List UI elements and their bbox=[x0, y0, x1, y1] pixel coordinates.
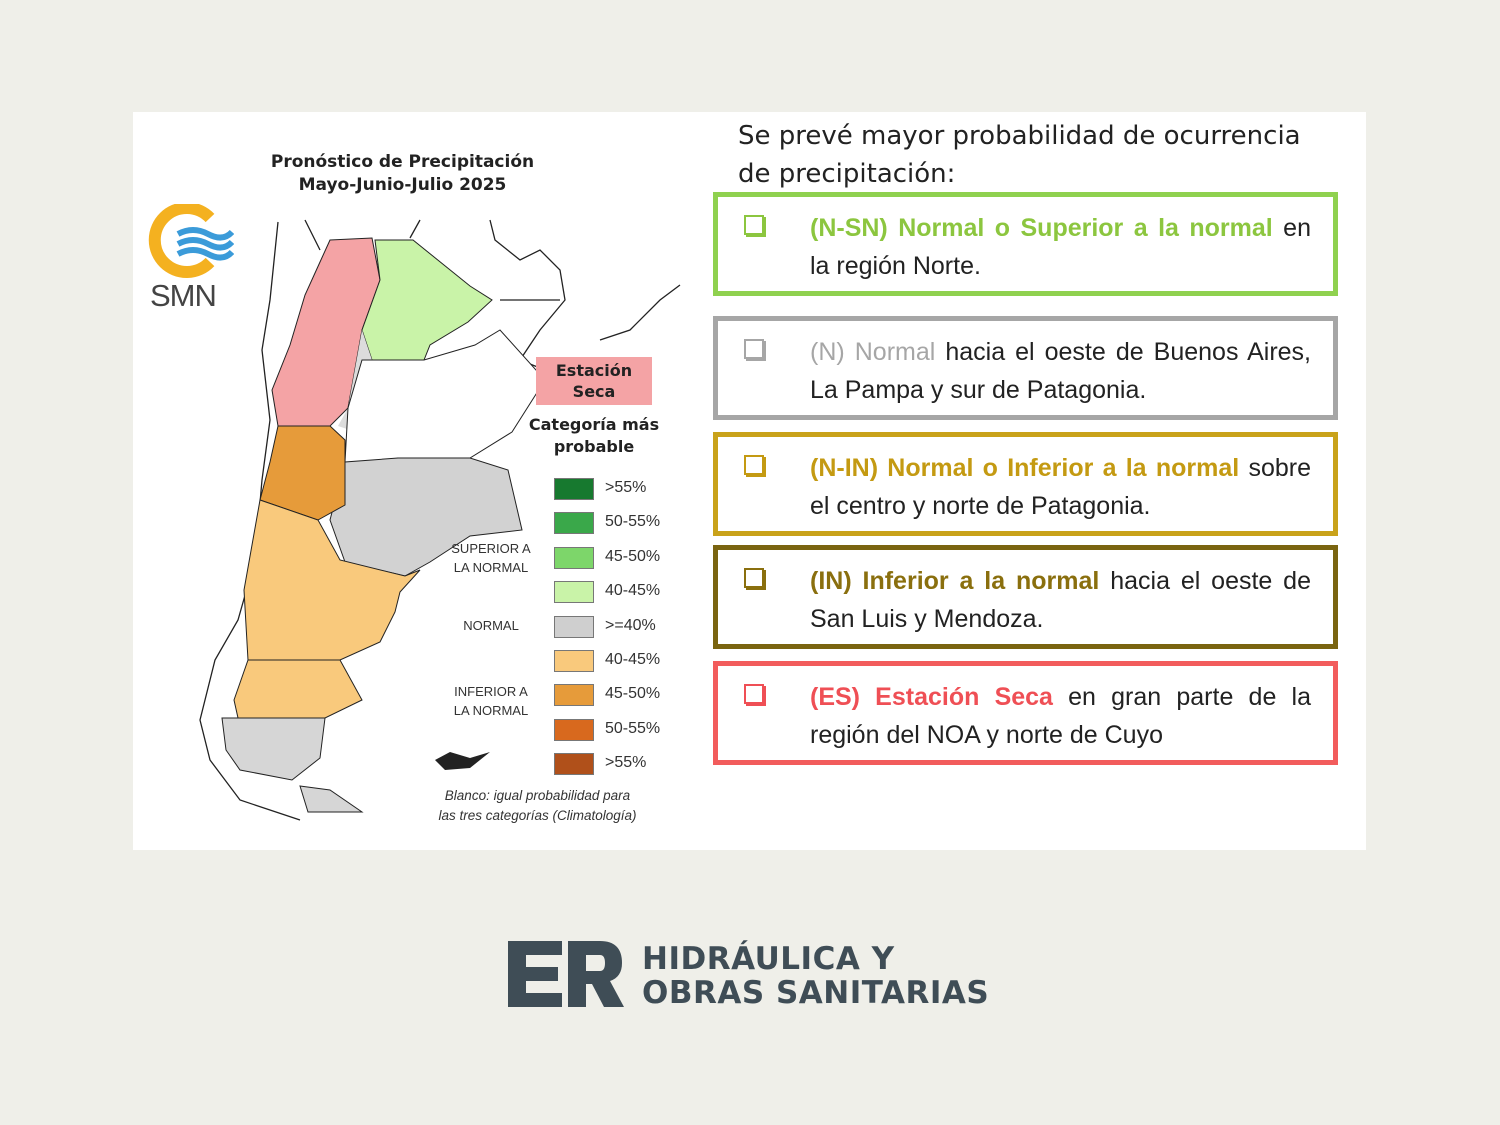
map-note: Blanco: igual probabilidad para las tres … bbox=[438, 788, 637, 823]
forecast-item: (ES) Estación Seca en gran parte de la r… bbox=[713, 661, 1338, 765]
forecast-item-detail: en la región Norte. bbox=[810, 214, 1311, 280]
legend-label: 50-55% bbox=[605, 719, 661, 737]
checkbox-icon bbox=[744, 215, 764, 235]
forecast-item-text: (N) Normal hacia el oeste de Buenos Aire… bbox=[810, 333, 1311, 409]
legend-title: Categoría más probable bbox=[520, 414, 668, 458]
legend-label: >=40% bbox=[605, 616, 656, 634]
forecast-item: (N) Normal hacia el oeste de Buenos Aire… bbox=[713, 316, 1338, 420]
forecast-item-text: (ES) Estación Seca en gran parte de la r… bbox=[810, 678, 1311, 754]
legend-label: 40-45% bbox=[605, 582, 661, 600]
legend-swatch bbox=[554, 650, 594, 672]
forecast-item: (IN) Inferior a la normal hacia el oeste… bbox=[713, 545, 1338, 649]
forecast-item-detail: sobre el centro y norte de Patagonia. bbox=[810, 454, 1311, 520]
category-inferior: INFERIOR A LA NORMAL bbox=[453, 684, 529, 718]
legend-title-line2: probable bbox=[553, 437, 635, 456]
dry-season-label: Estación Seca bbox=[536, 357, 652, 405]
forecast-item: (N-IN) Normal o Inferior a la normal sob… bbox=[713, 432, 1338, 536]
legend-label: 45-50% bbox=[605, 547, 661, 565]
forecast-item-highlight: (N) Normal bbox=[810, 338, 936, 366]
map-title-line2: Mayo-Junio-Julio 2025 bbox=[298, 175, 507, 195]
forecast-item-text: (N-SN) Normal o Superior a la normal en … bbox=[810, 209, 1311, 285]
category-normal: NORMAL bbox=[463, 618, 519, 633]
map-title: Pronóstico de Precipitación Mayo-Junio-J… bbox=[230, 151, 575, 197]
forecast-item-highlight: (IN) Inferior a la normal bbox=[810, 567, 1100, 595]
legend-swatch bbox=[554, 684, 594, 707]
region-patagonia-center bbox=[233, 659, 363, 719]
region-patagonia-south-normal bbox=[221, 717, 326, 781]
category-superior: SUPERIOR A LA NORMAL bbox=[451, 541, 531, 575]
legend-swatch bbox=[554, 478, 594, 500]
forecast-item: (N-SN) Normal o Superior a la normal en … bbox=[713, 192, 1338, 296]
legend-swatch bbox=[554, 512, 594, 535]
forecast-item-detail: hacia el oeste de San Luis y Mendoza. bbox=[810, 567, 1311, 633]
region-cuyo-inferior bbox=[259, 425, 346, 521]
forecast-item-detail: en gran parte de la región del NOA y nor… bbox=[810, 683, 1311, 749]
legend-label: 50-55% bbox=[605, 513, 661, 531]
forecast-item-text: (IN) Inferior a la normal hacia el oeste… bbox=[810, 562, 1311, 638]
legend-label: 45-50% bbox=[605, 685, 661, 703]
forecast-item-highlight: (N-IN) Normal o Inferior a la normal bbox=[810, 454, 1240, 482]
legend-label: >55% bbox=[605, 754, 647, 772]
dry-season-label-line1: Estación bbox=[555, 361, 633, 380]
smn-logo-text: SMN bbox=[150, 278, 217, 313]
legend-swatch bbox=[554, 546, 594, 569]
footer-brand-text: HIDRÁULICA Y OBRAS SANITARIAS bbox=[642, 942, 989, 1010]
legend-title-line1: Categoría más bbox=[528, 415, 660, 434]
legend-swatch bbox=[554, 615, 594, 638]
dry-season-label-line2: Seca bbox=[572, 382, 616, 401]
forecast-item-detail: hacia el oeste de Buenos Aires, La Pampa… bbox=[810, 338, 1311, 404]
checkbox-icon bbox=[744, 455, 764, 475]
forecast-item-text: (N-IN) Normal o Inferior a la normal sob… bbox=[810, 449, 1311, 525]
legend-swatch bbox=[554, 718, 594, 741]
map-title-line1: Pronóstico de Precipitación bbox=[270, 152, 535, 172]
region-tierra-del-fuego bbox=[299, 785, 364, 813]
footer-line2: OBRAS SANITARIAS bbox=[642, 975, 990, 1011]
legend-label: 40-45% bbox=[605, 651, 661, 668]
footer-line1: HIDRÁULICA Y bbox=[642, 941, 895, 977]
region-transition-gray bbox=[338, 330, 372, 430]
legend-swatch bbox=[554, 753, 594, 776]
checkbox-icon bbox=[744, 684, 764, 704]
region-patagonia-north bbox=[243, 499, 421, 661]
forecast-item-highlight: (ES) Estación Seca bbox=[810, 683, 1053, 711]
malvinas-islands bbox=[435, 752, 490, 770]
checkbox-icon bbox=[744, 339, 764, 359]
legend-label: >55% bbox=[605, 479, 647, 496]
er-logo-icon bbox=[508, 941, 624, 1007]
legend-swatch bbox=[554, 581, 594, 604]
region-nea-superior bbox=[361, 239, 493, 361]
intro-text: Se prevé mayor probabilidad de ocurrenci… bbox=[738, 121, 1301, 189]
forecast-item-highlight: (N-SN) Normal o Superior a la normal bbox=[810, 214, 1273, 242]
checkbox-icon bbox=[744, 568, 764, 588]
smn-logo-icon bbox=[148, 204, 234, 278]
